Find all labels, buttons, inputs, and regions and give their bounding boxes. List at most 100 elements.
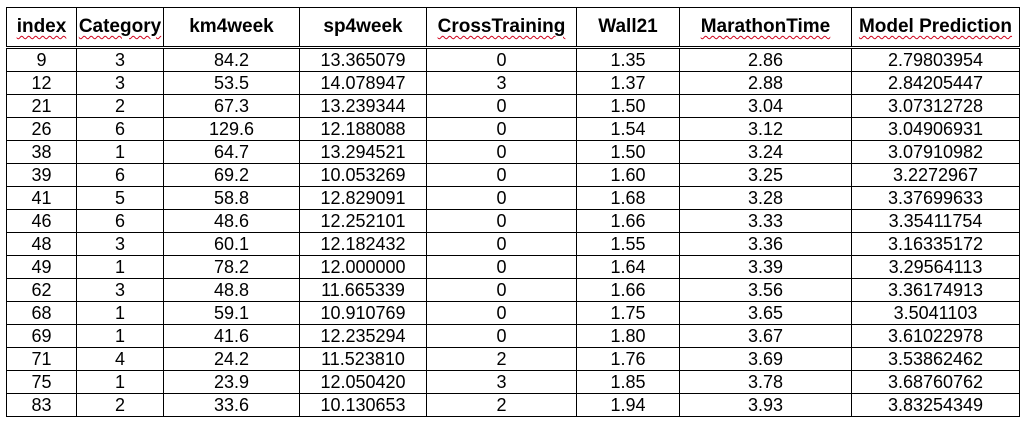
cell-marathon-time[interactable]: 3.69 xyxy=(679,347,852,371)
cell-cross-training[interactable]: 0 xyxy=(426,324,577,348)
cell-cross-training[interactable]: 0 xyxy=(426,209,577,233)
column-header-wall21[interactable]: Wall21 xyxy=(576,7,680,48)
cell-category[interactable]: 4 xyxy=(76,347,164,371)
cell-cross-training[interactable]: 0 xyxy=(426,163,577,187)
cell-model-prediction[interactable]: 3.29564113 xyxy=(851,255,1020,279)
cell-category[interactable]: 1 xyxy=(76,140,164,164)
cell-cross-training[interactable]: 0 xyxy=(426,278,577,302)
cell-index[interactable]: 12 xyxy=(6,71,77,95)
cell-marathon-time[interactable]: 3.24 xyxy=(679,140,852,164)
cell-index[interactable]: 46 xyxy=(6,209,77,233)
cell-km4week[interactable]: 129.6 xyxy=(163,117,300,141)
cell-marathon-time[interactable]: 2.88 xyxy=(679,71,852,95)
cell-wall21[interactable]: 1.35 xyxy=(576,47,680,72)
cell-index[interactable]: 26 xyxy=(6,117,77,141)
cell-sp4week[interactable]: 13.365079 xyxy=(299,47,427,72)
cell-sp4week[interactable]: 12.235294 xyxy=(299,324,427,348)
cell-sp4week[interactable]: 12.829091 xyxy=(299,186,427,210)
cell-model-prediction[interactable]: 3.2272967 xyxy=(851,163,1020,187)
cell-category[interactable]: 1 xyxy=(76,255,164,279)
cell-cross-training[interactable]: 0 xyxy=(426,232,577,256)
cell-marathon-time[interactable]: 3.12 xyxy=(679,117,852,141)
column-header-model-prediction[interactable]: Model Prediction xyxy=(851,7,1020,48)
cell-category[interactable]: 1 xyxy=(76,324,164,348)
column-header-category[interactable]: Category xyxy=(76,7,164,48)
cell-sp4week[interactable]: 10.053269 xyxy=(299,163,427,187)
cell-km4week[interactable]: 78.2 xyxy=(163,255,300,279)
cell-wall21[interactable]: 1.54 xyxy=(576,117,680,141)
cell-category[interactable]: 5 xyxy=(76,186,164,210)
cell-index[interactable]: 21 xyxy=(6,94,77,118)
cell-km4week[interactable]: 33.6 xyxy=(163,393,300,417)
cell-category[interactable]: 6 xyxy=(76,163,164,187)
cell-cross-training[interactable]: 0 xyxy=(426,186,577,210)
cell-cross-training[interactable]: 0 xyxy=(426,301,577,325)
cell-sp4week[interactable]: 12.182432 xyxy=(299,232,427,256)
cell-cross-training[interactable]: 2 xyxy=(426,393,577,417)
column-header-marathon-time[interactable]: MarathonTime xyxy=(679,7,852,48)
cell-marathon-time[interactable]: 3.25 xyxy=(679,163,852,187)
cell-category[interactable]: 3 xyxy=(76,71,164,95)
cell-marathon-time[interactable]: 3.04 xyxy=(679,94,852,118)
cell-marathon-time[interactable]: 3.36 xyxy=(679,232,852,256)
cell-sp4week[interactable]: 12.050420 xyxy=(299,370,427,394)
cell-wall21[interactable]: 1.60 xyxy=(576,163,680,187)
cell-index[interactable]: 71 xyxy=(6,347,77,371)
cell-wall21[interactable]: 1.55 xyxy=(576,232,680,256)
cell-model-prediction[interactable]: 3.61022978 xyxy=(851,324,1020,348)
column-header-cross-training[interactable]: CrossTraining xyxy=(426,7,577,48)
cell-index[interactable]: 69 xyxy=(6,324,77,348)
cell-index[interactable]: 48 xyxy=(6,232,77,256)
cell-km4week[interactable]: 64.7 xyxy=(163,140,300,164)
cell-wall21[interactable]: 1.94 xyxy=(576,393,680,417)
cell-category[interactable]: 6 xyxy=(76,209,164,233)
cell-sp4week[interactable]: 12.252101 xyxy=(299,209,427,233)
cell-model-prediction[interactable]: 3.16335172 xyxy=(851,232,1020,256)
column-header-sp4week[interactable]: sp4week xyxy=(299,7,427,48)
cell-sp4week[interactable]: 11.523810 xyxy=(299,347,427,371)
cell-category[interactable]: 2 xyxy=(76,94,164,118)
cell-index[interactable]: 41 xyxy=(6,186,77,210)
cell-index[interactable]: 39 xyxy=(6,163,77,187)
cell-sp4week[interactable]: 12.188088 xyxy=(299,117,427,141)
cell-sp4week[interactable]: 10.130653 xyxy=(299,393,427,417)
cell-model-prediction[interactable]: 2.79803954 xyxy=(851,47,1020,72)
cell-model-prediction[interactable]: 3.36174913 xyxy=(851,278,1020,302)
cell-km4week[interactable]: 59.1 xyxy=(163,301,300,325)
cell-km4week[interactable]: 84.2 xyxy=(163,47,300,72)
cell-wall21[interactable]: 1.80 xyxy=(576,324,680,348)
cell-model-prediction[interactable]: 3.53862462 xyxy=(851,347,1020,371)
cell-category[interactable]: 3 xyxy=(76,278,164,302)
cell-category[interactable]: 3 xyxy=(76,232,164,256)
cell-cross-training[interactable]: 0 xyxy=(426,117,577,141)
cell-index[interactable]: 49 xyxy=(6,255,77,279)
cell-cross-training[interactable]: 0 xyxy=(426,47,577,72)
cell-model-prediction[interactable]: 2.84205447 xyxy=(851,71,1020,95)
cell-wall21[interactable]: 1.85 xyxy=(576,370,680,394)
cell-km4week[interactable]: 23.9 xyxy=(163,370,300,394)
cell-km4week[interactable]: 67.3 xyxy=(163,94,300,118)
cell-wall21[interactable]: 1.50 xyxy=(576,140,680,164)
cell-cross-training[interactable]: 3 xyxy=(426,370,577,394)
cell-km4week[interactable]: 69.2 xyxy=(163,163,300,187)
cell-sp4week[interactable]: 13.294521 xyxy=(299,140,427,164)
column-header-index[interactable]: index xyxy=(6,7,77,48)
cell-model-prediction[interactable]: 3.5041103 xyxy=(851,301,1020,325)
cell-index[interactable]: 68 xyxy=(6,301,77,325)
cell-marathon-time[interactable]: 3.56 xyxy=(679,278,852,302)
cell-cross-training[interactable]: 0 xyxy=(426,255,577,279)
cell-cross-training[interactable]: 0 xyxy=(426,140,577,164)
cell-category[interactable]: 3 xyxy=(76,47,164,72)
cell-km4week[interactable]: 58.8 xyxy=(163,186,300,210)
cell-index[interactable]: 75 xyxy=(6,370,77,394)
cell-index[interactable]: 83 xyxy=(6,393,77,417)
cell-marathon-time[interactable]: 3.93 xyxy=(679,393,852,417)
cell-km4week[interactable]: 48.8 xyxy=(163,278,300,302)
cell-category[interactable]: 1 xyxy=(76,301,164,325)
cell-km4week[interactable]: 48.6 xyxy=(163,209,300,233)
cell-marathon-time[interactable]: 3.67 xyxy=(679,324,852,348)
cell-model-prediction[interactable]: 3.37699633 xyxy=(851,186,1020,210)
cell-category[interactable]: 2 xyxy=(76,393,164,417)
cell-marathon-time[interactable]: 3.39 xyxy=(679,255,852,279)
cell-wall21[interactable]: 1.64 xyxy=(576,255,680,279)
